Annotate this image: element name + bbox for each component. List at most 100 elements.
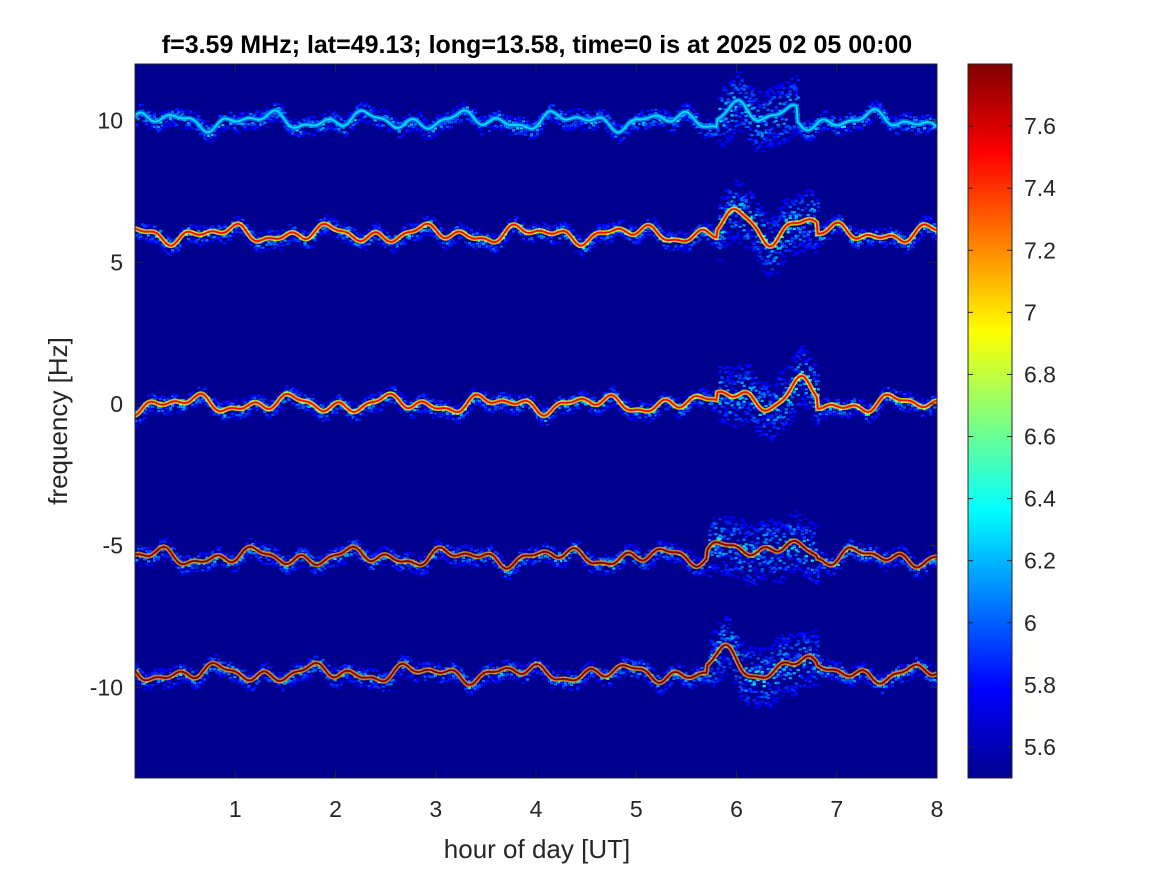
spectrum-cell [926, 215, 931, 218]
spectrum-cell [768, 271, 772, 275]
spectrum-cell [311, 132, 315, 135]
spectrum-cell [744, 418, 748, 421]
spectrum-cell [439, 129, 443, 133]
spectrum-cell [590, 411, 594, 414]
spectrum-cell [860, 242, 865, 245]
spectrum-cell [766, 91, 770, 94]
spectrum-cell [415, 115, 419, 118]
spectrum-cell [515, 127, 520, 130]
spectrum-cell [423, 410, 427, 413]
spectrum-cell [696, 240, 700, 243]
spectrum-cell [329, 401, 333, 405]
spectrum-cell [766, 108, 770, 111]
spectrum-cell [540, 423, 544, 426]
spectrum-cell [764, 123, 768, 126]
spectrum-cell [656, 117, 660, 120]
spectrum-cell [347, 229, 351, 232]
spectrum-cell [926, 230, 931, 233]
spectrum-cell [722, 381, 726, 384]
spectrum-cell [746, 373, 750, 377]
spectrum-cell [239, 231, 243, 234]
spectrum-cell [199, 119, 203, 122]
spectrum-cell [357, 104, 361, 107]
spectrum-cell [285, 243, 289, 246]
spectrum-cell [634, 113, 638, 116]
spectrum-cell [584, 121, 588, 125]
spectrum-cell [678, 118, 682, 121]
spectrum-cell [614, 233, 618, 236]
spectrum-cell [495, 248, 500, 252]
spectrum-cell [385, 399, 389, 402]
spectrum-cell [540, 421, 544, 424]
spectrum-cell [431, 216, 435, 220]
spectrum-cell [183, 408, 187, 411]
spectrum-cell [393, 385, 397, 388]
spectrum-cell [243, 126, 247, 129]
spectrum-cell [686, 117, 690, 121]
spectrum-cell [780, 262, 784, 265]
spectrum-cell [832, 116, 836, 120]
spectrum-cell [652, 222, 656, 225]
spectrum-cell [499, 241, 504, 244]
spectrum-cell [309, 230, 313, 233]
spectrum-cell [792, 213, 796, 216]
spectrum-cell [355, 232, 359, 235]
spectrum-cell [205, 138, 209, 142]
spectrum-cell [800, 197, 804, 200]
spectrum-cell [570, 242, 574, 245]
spectrum-cell [878, 240, 883, 244]
spectrum-cell [385, 387, 389, 390]
spectrum-cell [810, 138, 814, 141]
spectrum-cell [147, 405, 151, 408]
spectrum-cell [912, 126, 917, 129]
spectrum-cell [626, 416, 630, 419]
spectrum-cell [261, 401, 265, 404]
spectrum-cell [846, 225, 850, 228]
spectrum-cell [566, 129, 570, 132]
spectrum-cell [724, 414, 728, 417]
spectrum-cell [882, 111, 887, 115]
spectrum-cell [517, 230, 522, 234]
spectrum-cell [281, 244, 285, 247]
spectrum-cell [630, 127, 634, 130]
spectrum-cell [185, 124, 189, 127]
spectrum-cell [712, 228, 716, 231]
spectrum-cell [265, 110, 269, 113]
spectrum-cell [718, 386, 722, 390]
spectrum-cell [738, 203, 742, 206]
spectrum-cell [906, 245, 911, 248]
spectrum-cell [848, 129, 852, 133]
spectrum-cell [381, 243, 385, 246]
spectrum-cell [740, 129, 744, 133]
spectrum-cell [473, 108, 478, 111]
spectrum-cell [712, 407, 716, 410]
spectrum-cell [473, 403, 478, 406]
spectrum-cell [760, 133, 764, 136]
spectrum-cell [327, 220, 331, 224]
spectrum-cell [792, 86, 796, 89]
spectrum-cell [453, 405, 457, 408]
spectrum-cell [878, 106, 883, 109]
spectrum-cell [664, 245, 668, 249]
spectrum-cell [554, 224, 558, 227]
spectrum-cell [574, 120, 578, 123]
spectrum-cell [722, 406, 726, 409]
spectrum-cell [347, 401, 351, 404]
spectrum-cell [706, 389, 710, 392]
spectrum-cell [507, 132, 512, 135]
spectrum-cell [726, 402, 730, 405]
spectrum-cell [309, 410, 313, 413]
spectrum-cell [399, 410, 403, 413]
spectrum-cell [497, 110, 502, 113]
spectrum-cell [642, 237, 646, 240]
spectrum-cell [297, 121, 301, 124]
spectrum-cell [744, 245, 748, 249]
spectrum-cell [778, 102, 782, 105]
spectrum-cell [135, 220, 139, 223]
spectrum-cell [850, 243, 854, 246]
spectrum-cell [758, 208, 762, 211]
spectrum-cell [237, 404, 241, 408]
spectrum-cell [768, 95, 772, 98]
spectrum-cell [752, 249, 756, 252]
